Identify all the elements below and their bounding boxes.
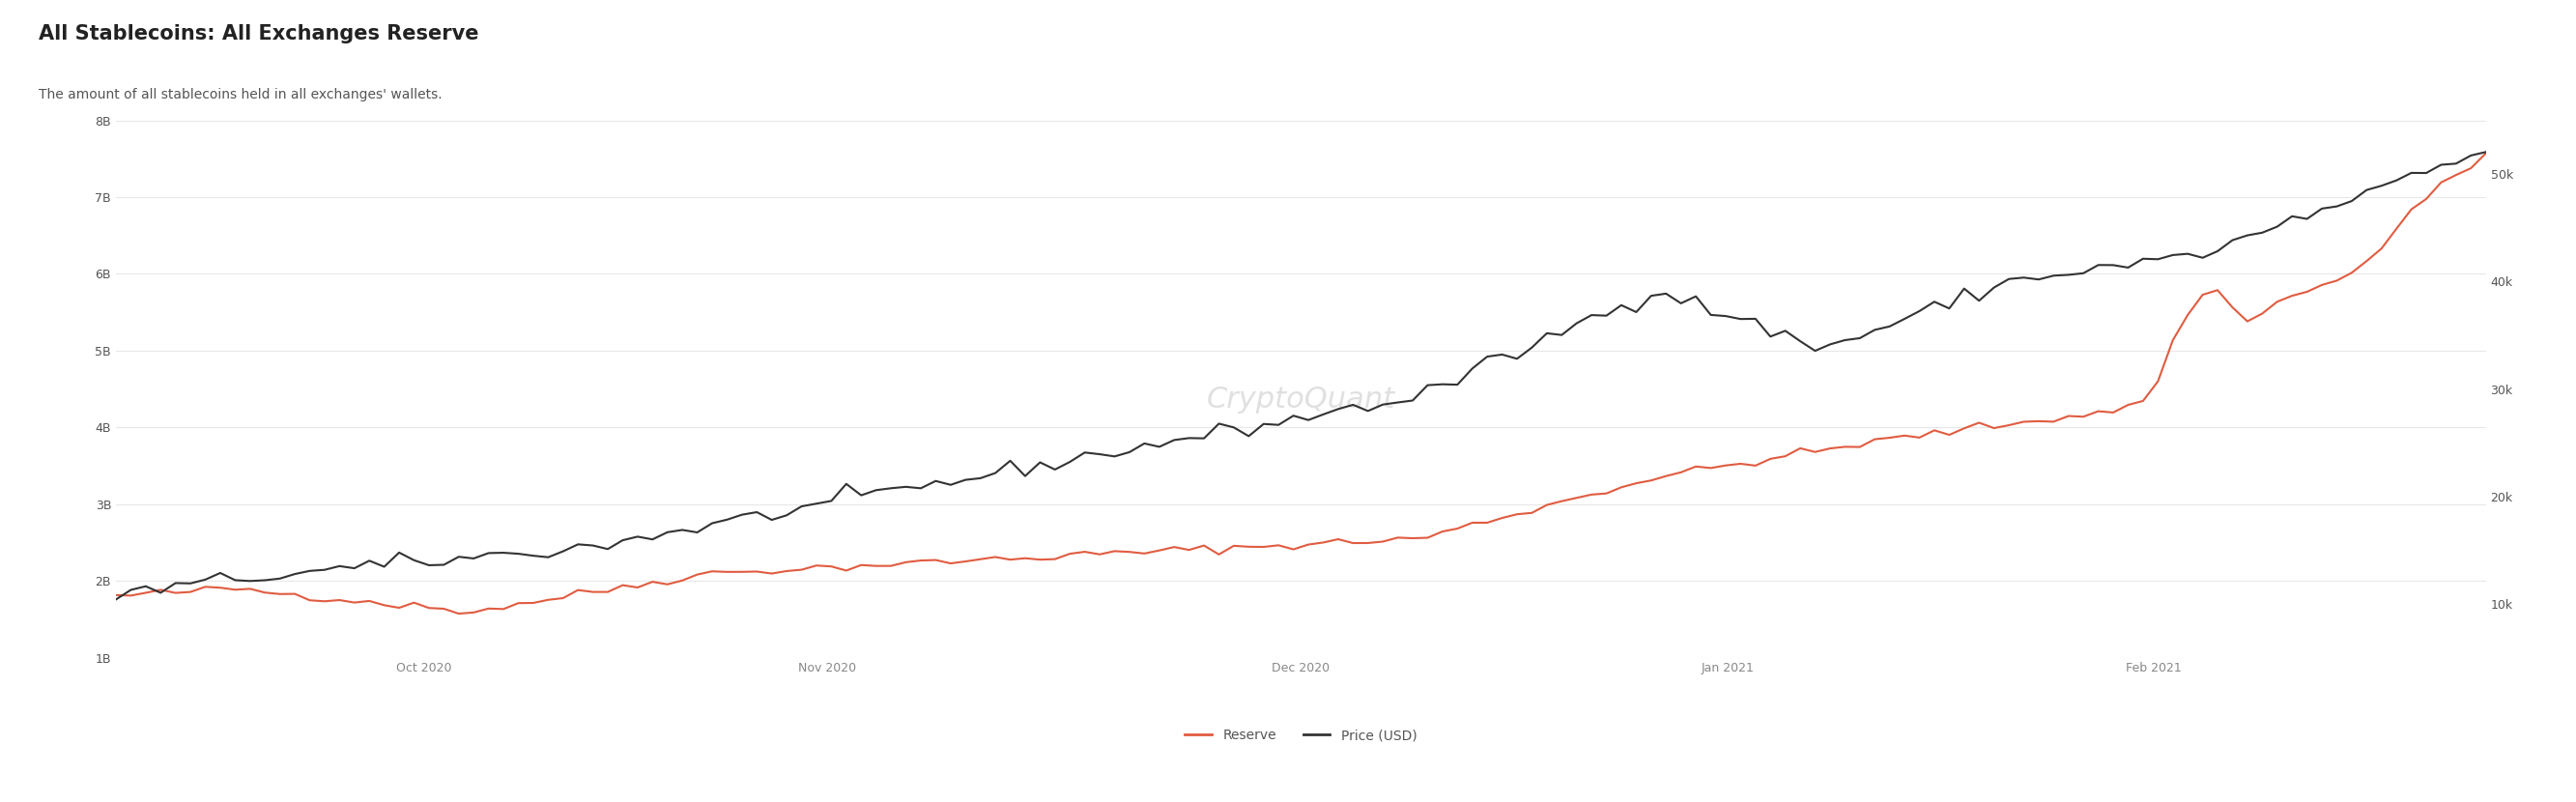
Legend: Reserve, Price (USD): Reserve, Price (USD) xyxy=(1180,723,1422,747)
Text: The amount of all stablecoins held in all exchanges' wallets.: The amount of all stablecoins held in al… xyxy=(39,88,443,102)
Text: All Stablecoins: All Exchanges Reserve: All Stablecoins: All Exchanges Reserve xyxy=(39,24,479,43)
Text: CryptoQuant: CryptoQuant xyxy=(1206,386,1396,414)
